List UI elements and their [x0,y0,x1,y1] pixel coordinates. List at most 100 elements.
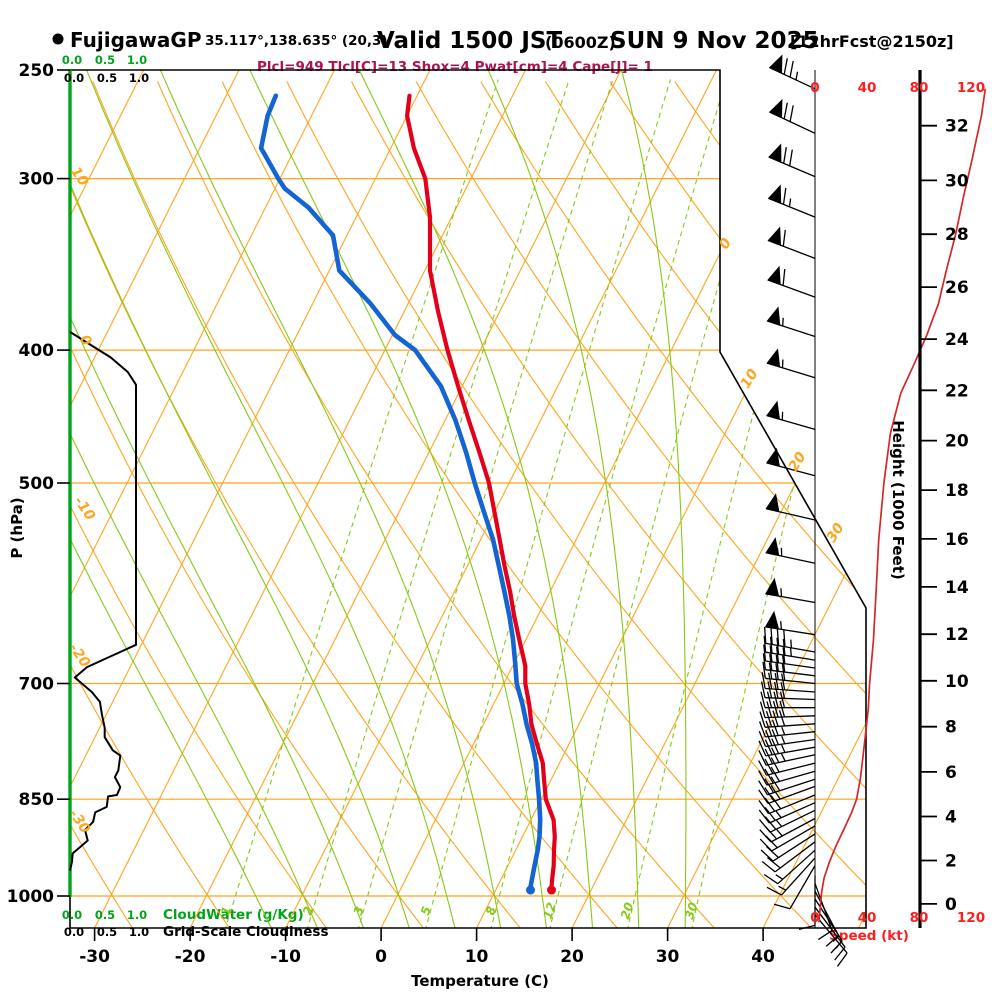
isotherm-label: 0 [716,235,735,252]
mixing-ratio-line [626,79,843,928]
moist-adiabat-line [354,70,594,928]
svg-text:500: 500 [19,474,55,494]
svg-text:20: 20 [945,432,969,452]
dry-adiabat-line [286,81,866,928]
mixing-ratio-line [357,79,614,928]
valid-date: SUN 9 Nov 2025 [610,28,819,54]
svg-text:0: 0 [810,910,819,926]
valid-time: Valid 1500 JST [377,28,562,54]
svg-text:0.5: 0.5 [95,908,115,922]
height-axis-title: Height (1000 Feet) [889,420,907,580]
svg-text:6: 6 [945,763,957,783]
svg-text:30: 30 [656,947,680,967]
svg-text:400: 400 [19,341,55,361]
svg-text:1.0: 1.0 [129,71,149,85]
svg-text:10: 10 [465,947,489,967]
svg-text:250: 250 [19,61,55,81]
svg-text:80: 80 [910,80,929,96]
isotherm-line [858,70,866,928]
station-coords: 35.117°,138.635° (20,3) [205,33,388,49]
wind-barbs [758,54,848,967]
speed-axis-title: Speed (kt) [829,928,909,944]
mixing-ratio-label: 5 [418,905,434,917]
svg-text:4: 4 [945,808,957,828]
dewpoint-curve [258,93,543,890]
dry-adiabat-line [70,81,232,928]
svg-text:14: 14 [945,578,969,598]
moist-adiabat-line [245,70,548,928]
temperature-axis-title: Temperature (C) [411,972,549,990]
mixing-ratio-label: 1 [218,905,234,917]
dry-adiabat-line [609,81,866,928]
dewpoint-surface-dot [526,885,536,895]
isotherm-line [94,70,526,928]
svg-text:0.0: 0.0 [62,908,82,922]
dry-adiabat-line [674,81,866,928]
svg-text:30: 30 [945,171,969,191]
svg-text:40: 40 [858,910,877,926]
wind-speed-profile-curve [818,88,987,923]
forecast-info: [12hrFcst@2150z] [790,32,954,51]
mixing-ratio-label: 30 [682,901,700,921]
station-name: FujigawaGP [70,28,201,52]
dry-adiabat-line [933,82,1000,931]
svg-text:12: 12 [945,625,969,645]
svg-text:0.0: 0.0 [62,53,82,67]
svg-text:120: 120 [957,910,985,926]
bullet-icon [52,33,64,45]
mixing-ratio-line [489,79,727,928]
svg-text:850: 850 [19,790,55,810]
svg-text:1.0: 1.0 [129,925,149,939]
mixing-ratio-label: 2 [300,905,316,917]
sounding-parameters: Plcl=949 Tlcl[C]=13 Shox=4 Pwat[cm]=4 Ca… [257,59,653,75]
dry-adiabat-line [92,81,621,928]
svg-text:300: 300 [19,170,55,190]
isotherm-line [571,70,866,928]
moist-adiabat-line [70,70,274,928]
svg-text:28: 28 [945,225,969,245]
moist-adiabat-line [82,70,457,928]
svg-text:0.0: 0.0 [64,71,84,85]
svg-text:40: 40 [751,947,775,967]
mixing-ratio-line [548,79,777,928]
dry-adiabat-line [157,81,718,928]
isotherm-line [70,70,240,928]
mixing-ratio-line [424,79,672,928]
svg-text:18: 18 [945,481,969,501]
valid-utc: (0600Z) [545,33,616,52]
dry-adiabat-label: -10 [70,494,98,524]
mixing-ratio-label: 8 [483,905,499,917]
isotherm-line [762,70,866,928]
moist-adiabat-line [70,70,320,928]
moist-adiabat-line [618,70,687,928]
mixing-ratio-label: 20 [618,901,636,921]
svg-text:0: 0 [945,895,957,915]
mixing-ratio-line [224,79,499,928]
cloudiness-axis-title: Grid-Scale Cloudiness [163,924,329,940]
svg-text:0: 0 [810,80,819,96]
mixing-ratio-line [306,79,570,928]
mixing-ratio-label: 3 [351,905,367,917]
svg-text:0: 0 [375,947,387,967]
dry-adiabat-line [221,81,815,928]
svg-text:26: 26 [945,278,969,298]
dry-adiabat-line [869,82,1000,931]
dry-adiabat-line [480,81,866,928]
mixing-ratio-line [690,79,866,928]
isotherm-label: 10 [738,366,762,391]
svg-text:-20: -20 [175,947,206,967]
dry-adiabat-line [415,81,866,928]
svg-text:700: 700 [19,675,55,695]
svg-text:1000: 1000 [7,887,54,907]
moist-adiabat-line [156,70,502,928]
background-grid [70,70,1000,931]
temperature-surface-dot [547,885,557,895]
cloudiness-profile-curve [69,331,137,871]
pressure-axis-title: P (hPa) [8,497,26,558]
moist-adiabat-line [484,70,640,928]
svg-text:40: 40 [858,80,877,96]
svg-text:32: 32 [945,117,969,137]
